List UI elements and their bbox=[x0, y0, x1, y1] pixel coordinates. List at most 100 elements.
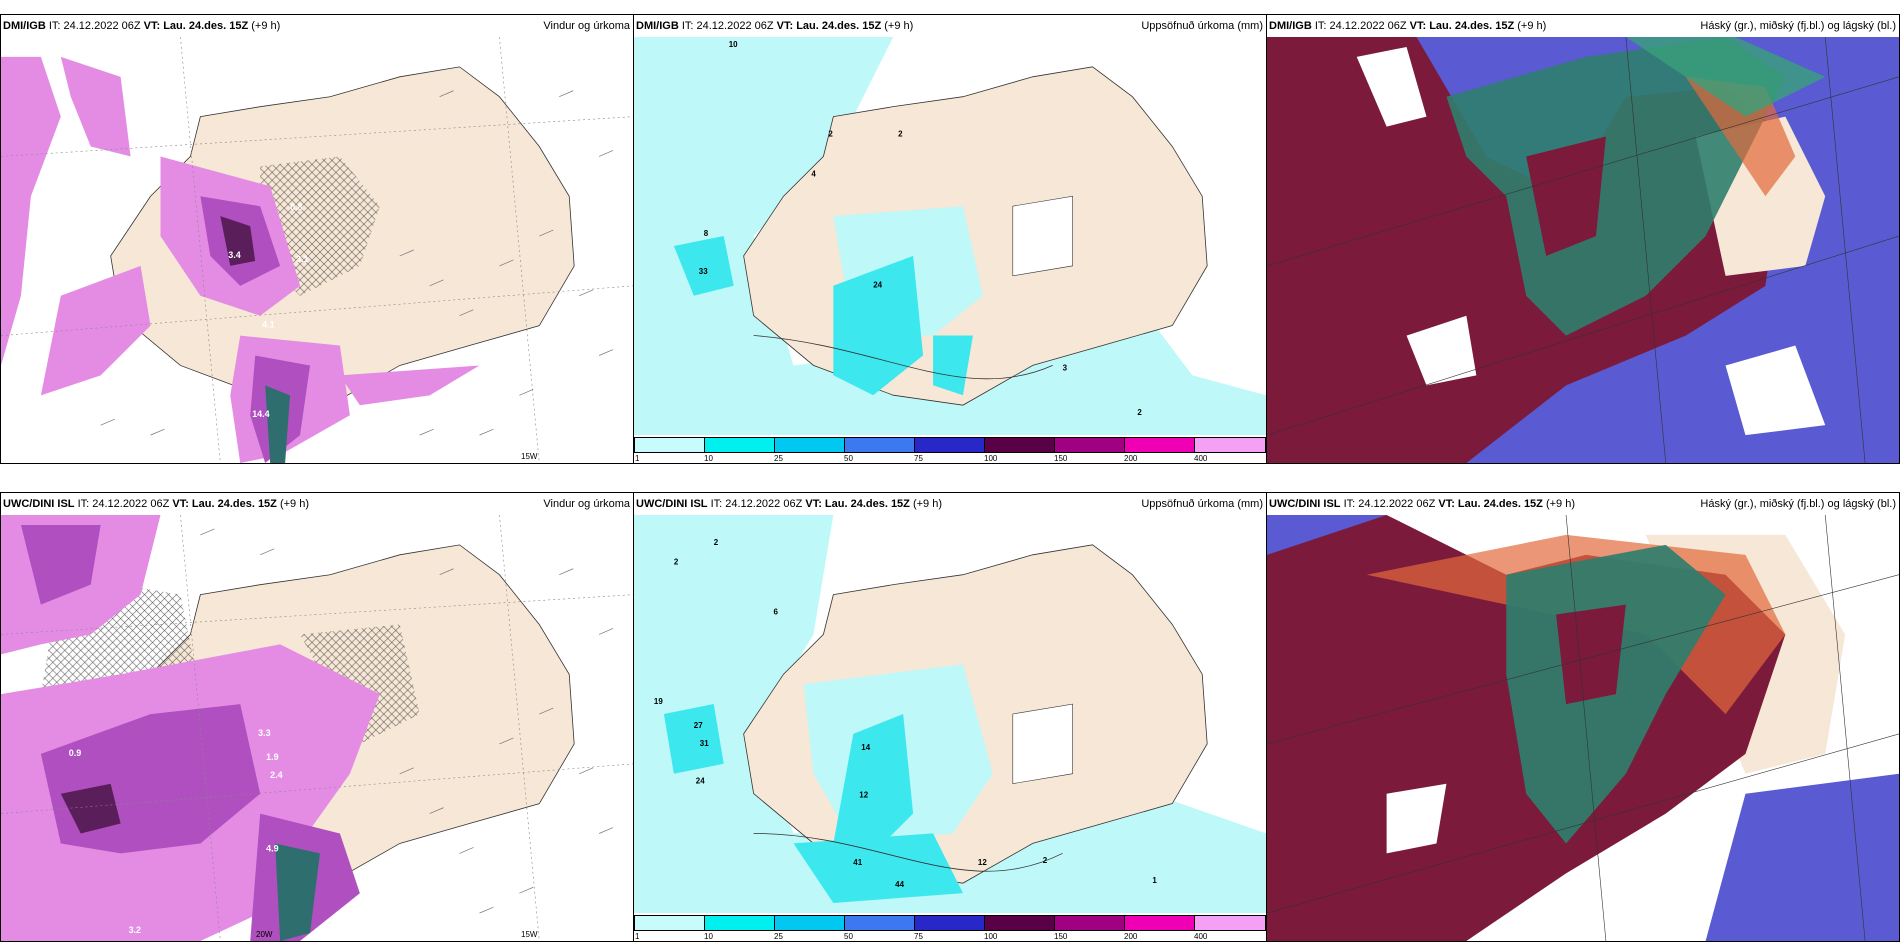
colorbar-swatch bbox=[844, 915, 915, 931]
accum-mid-area bbox=[833, 255, 924, 396]
init-time: IT: 24.12.2022 06Z bbox=[1343, 498, 1436, 510]
valid-time: VT: Lau. 24.des. 15Z bbox=[1409, 20, 1515, 32]
accum-value-label: 8 bbox=[704, 229, 709, 238]
high-cloud-area bbox=[1526, 136, 1606, 256]
longitude-label: 20W bbox=[256, 930, 273, 939]
init-time: IT: 24.12.2022 06Z bbox=[710, 498, 803, 510]
colorbar-swatch bbox=[1194, 915, 1266, 931]
accum-mid-area bbox=[933, 335, 973, 396]
accum-value-label: 2 bbox=[1137, 408, 1142, 417]
colorbar-swatch bbox=[844, 437, 915, 453]
panel-wind-precip-dmi: DMI/IGB IT: 24.12.2022 06Z VT: Lau. 24.d… bbox=[0, 14, 634, 464]
accum-value-label: 24 bbox=[696, 777, 705, 786]
init-time: IT: 24.12.2022 06Z bbox=[1314, 20, 1407, 32]
colorbar-swatch bbox=[1054, 437, 1125, 453]
accum-value-label: 44 bbox=[895, 880, 904, 889]
precip-value-label: 2.4 bbox=[270, 770, 282, 780]
model-name: DMI/IGB bbox=[1269, 20, 1312, 32]
accum-value-label: 1 bbox=[1152, 876, 1157, 885]
precip-light-area bbox=[60, 56, 131, 157]
panel-title: Vindur og úrkoma bbox=[543, 498, 630, 510]
colorbar-swatch bbox=[984, 437, 1055, 453]
colorbar-tick: 200 bbox=[1124, 454, 1138, 463]
forecast-step: (+9 h) bbox=[251, 20, 281, 32]
precip-heavy-area bbox=[60, 783, 121, 834]
colorbar-swatch bbox=[914, 437, 985, 453]
valid-time: VT: Lau. 24.des. 15Z bbox=[776, 20, 882, 32]
colorbar-tick: 50 bbox=[844, 932, 853, 941]
accum-value-label: 33 bbox=[699, 267, 708, 276]
precip-value-label: 3.3 bbox=[258, 728, 270, 738]
precip-heavy-area bbox=[265, 385, 291, 463]
forecast-step: (+9 h) bbox=[279, 498, 310, 510]
forecast-step: (+9 h) bbox=[884, 20, 914, 32]
precip-mid-area bbox=[20, 524, 101, 605]
accum-value-label: 31 bbox=[700, 739, 709, 748]
precip-heavy-area bbox=[220, 216, 256, 266]
colorbar-swatch bbox=[634, 437, 705, 453]
panel-clouds-dmi: DMI/IGB IT: 24.12.2022 06Z VT: Lau. 24.d… bbox=[1266, 14, 1900, 464]
colorbar-swatch bbox=[914, 915, 985, 931]
panel-title: Uppsöfnuð úrkoma (mm) bbox=[1141, 498, 1263, 510]
clear-area bbox=[1406, 315, 1477, 386]
longitude-label: 15W bbox=[521, 930, 538, 939]
cloud-cover-map bbox=[1267, 37, 1899, 463]
accum-mid-area bbox=[793, 833, 963, 904]
longitude-label: 15W bbox=[521, 452, 538, 461]
precip-light-area bbox=[1, 56, 61, 366]
accum-precip-map: 10 2 2 4 8 33 24 3 2 bbox=[634, 37, 1266, 435]
forecast-step: (+9 h) bbox=[1545, 498, 1576, 510]
valid-time: VT: Lau. 24.des. 15Z bbox=[172, 498, 277, 510]
wind-precip-map: 3.3 1.9 2.4 0.9 4.9 3.2 bbox=[1, 515, 633, 941]
colorbar-swatch bbox=[1054, 915, 1125, 931]
precip-value-label: 4.9 bbox=[266, 843, 278, 853]
precip-light-area bbox=[40, 265, 151, 396]
model-name: UWC/DINI ISL bbox=[3, 498, 75, 510]
accum-value-label: 24 bbox=[873, 281, 882, 290]
valid-time: VT: Lau. 24.des. 15Z bbox=[805, 498, 910, 510]
colorbar-swatch bbox=[774, 915, 845, 931]
accum-value-label: 41 bbox=[853, 858, 862, 867]
colorbar-tick: 400 bbox=[1194, 932, 1208, 941]
init-time: IT: 24.12.2022 06Z bbox=[681, 20, 774, 32]
panel-accum-precip-dmi: DMI/IGB IT: 24.12.2022 06Z VT: Lau. 24.d… bbox=[633, 14, 1267, 464]
panel-title: Uppsöfnuð úrkoma (mm) bbox=[1141, 20, 1263, 32]
clear-area bbox=[1356, 46, 1427, 127]
panel-header: UWC/DINI ISL IT: 24.12.2022 06Z VT: Lau.… bbox=[1267, 493, 1899, 515]
init-time: IT: 24.12.2022 06Z bbox=[48, 20, 141, 32]
precip-light-area bbox=[339, 365, 480, 406]
colorbar-swatch bbox=[1124, 437, 1195, 453]
colorbar-tick: 25 bbox=[774, 932, 783, 941]
forecast-step: (+9 h) bbox=[1517, 20, 1547, 32]
accum-value-label: 2 bbox=[714, 538, 719, 547]
colorbar-tick: 75 bbox=[914, 932, 923, 941]
panel-header: UWC/DINI ISL IT: 24.12.2022 06Z VT: Lau.… bbox=[1, 493, 633, 515]
colorbar-swatch bbox=[984, 915, 1055, 931]
init-time: IT: 24.12.2022 06Z bbox=[77, 498, 170, 510]
precip-colorbar: 1 10 25 50 75 100 150 200 400 bbox=[634, 913, 1266, 941]
accum-value-label: 12 bbox=[978, 858, 987, 867]
panel-clouds-uwc: UWC/DINI ISL IT: 24.12.2022 06Z VT: Lau.… bbox=[1266, 492, 1900, 942]
accum-mid-area bbox=[663, 704, 724, 774]
precip-value-label: 1.9 bbox=[266, 752, 278, 762]
accum-value-label: 19 bbox=[654, 697, 663, 706]
precip-value-label: 14.4 bbox=[252, 409, 269, 419]
valid-time: VT: Lau. 24.des. 15Z bbox=[143, 20, 249, 32]
panel-header: DMI/IGB IT: 24.12.2022 06Z VT: Lau. 24.d… bbox=[1, 15, 633, 37]
panel-wind-precip-uwc: UWC/DINI ISL IT: 24.12.2022 06Z VT: Lau.… bbox=[0, 492, 634, 942]
model-name: DMI/IGB bbox=[636, 20, 679, 32]
panel-title: Háský (gr.), miðský (fj.bl.) og lágský (… bbox=[1700, 20, 1896, 32]
colorbar-swatch bbox=[704, 437, 775, 453]
high-cloud-area bbox=[1556, 604, 1626, 705]
panel-header: DMI/IGB IT: 24.12.2022 06Z VT: Lau. 24.d… bbox=[634, 15, 1266, 37]
glacier-area bbox=[1012, 195, 1073, 277]
accum-mid-area bbox=[833, 714, 914, 854]
precip-value-label: 3.1 bbox=[296, 254, 308, 264]
colorbar-tick: 400 bbox=[1194, 454, 1208, 463]
colorbar-swatch bbox=[1124, 915, 1195, 931]
colorbar-tick: 10 bbox=[704, 932, 713, 941]
colorbar-tick: 1 bbox=[635, 932, 640, 941]
colorbar-tick: 50 bbox=[844, 454, 853, 463]
panel-header: UWC/DINI ISL IT: 24.12.2022 06Z VT: Lau.… bbox=[634, 493, 1266, 515]
colorbar-tick: 100 bbox=[984, 932, 998, 941]
